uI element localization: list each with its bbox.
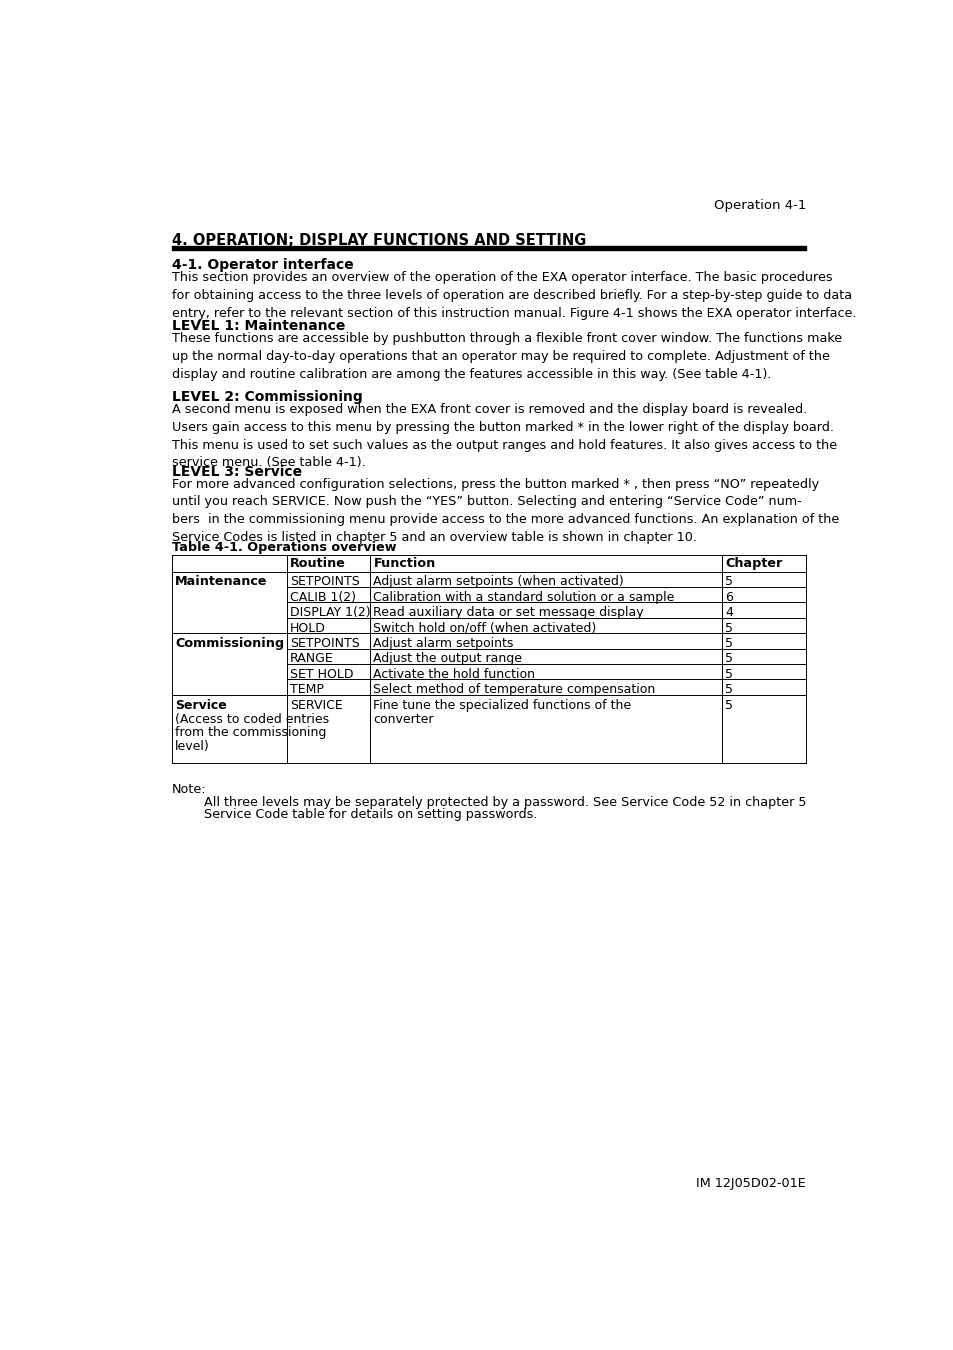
- Text: Chapter: Chapter: [724, 556, 781, 570]
- Text: 5: 5: [724, 652, 733, 666]
- Text: Fine tune the specialized functions of the: Fine tune the specialized functions of t…: [373, 699, 631, 711]
- Text: 5: 5: [724, 575, 733, 589]
- Text: (Access to coded entries: (Access to coded entries: [174, 713, 329, 725]
- Text: Commissioning: Commissioning: [174, 637, 284, 651]
- Text: 5: 5: [724, 637, 733, 651]
- Text: These functions are accessible by pushbutton through a flexible front cover wind: These functions are accessible by pushbu…: [172, 332, 841, 381]
- Text: 6: 6: [724, 591, 733, 603]
- Text: SETPOINTS: SETPOINTS: [290, 637, 359, 651]
- Text: RANGE: RANGE: [290, 652, 334, 666]
- Text: SET HOLD: SET HOLD: [290, 668, 353, 680]
- Text: HOLD: HOLD: [290, 622, 325, 634]
- Text: Read auxiliary data or set message display: Read auxiliary data or set message displ…: [373, 606, 643, 620]
- Text: DISPLAY 1(2): DISPLAY 1(2): [290, 606, 370, 620]
- Text: A second menu is exposed when the EXA front cover is removed and the display boa: A second menu is exposed when the EXA fr…: [172, 404, 836, 470]
- Text: Adjust the output range: Adjust the output range: [373, 652, 522, 666]
- Text: Adjust alarm setpoints: Adjust alarm setpoints: [373, 637, 514, 651]
- Text: 5: 5: [724, 622, 733, 634]
- Text: SETPOINTS: SETPOINTS: [290, 575, 359, 589]
- Text: This section provides an overview of the operation of the EXA operator interface: This section provides an overview of the…: [172, 271, 856, 320]
- Text: Calibration with a standard solution or a sample: Calibration with a standard solution or …: [373, 591, 674, 603]
- Text: Routine: Routine: [290, 556, 345, 570]
- Text: Operation 4-1: Operation 4-1: [713, 198, 805, 212]
- Text: SERVICE: SERVICE: [290, 699, 342, 711]
- Text: Service: Service: [174, 699, 227, 711]
- Text: 5: 5: [724, 668, 733, 680]
- Text: All three levels may be separately protected by a password. See Service Code 52 : All three levels may be separately prote…: [204, 795, 806, 809]
- Text: 4: 4: [724, 606, 733, 620]
- Text: LEVEL 2: Commissioning: LEVEL 2: Commissioning: [172, 390, 362, 404]
- Text: 4. OPERATION; DISPLAY FUNCTIONS AND SETTING: 4. OPERATION; DISPLAY FUNCTIONS AND SETT…: [172, 232, 586, 248]
- Text: Table 4-1. Operations overview: Table 4-1. Operations overview: [172, 541, 396, 554]
- Text: 5: 5: [724, 683, 733, 697]
- Text: CALIB 1(2): CALIB 1(2): [290, 591, 355, 603]
- Text: Activate the hold function: Activate the hold function: [373, 668, 535, 680]
- Text: LEVEL 1: Maintenance: LEVEL 1: Maintenance: [172, 319, 345, 333]
- Text: TEMP: TEMP: [290, 683, 323, 697]
- Text: IM 12J05D02-01E: IM 12J05D02-01E: [696, 1177, 805, 1189]
- Bar: [172, 246, 805, 250]
- Text: Function: Function: [373, 556, 436, 570]
- Text: LEVEL 3: Service: LEVEL 3: Service: [172, 464, 302, 479]
- Text: Select method of temperature compensation: Select method of temperature compensatio…: [373, 683, 655, 697]
- Text: Service Code table for details on setting passwords.: Service Code table for details on settin…: [204, 809, 537, 821]
- Text: For more advanced configuration selections, press the button marked * , then pre: For more advanced configuration selectio…: [172, 478, 839, 544]
- Text: level): level): [174, 740, 210, 753]
- Text: Note:: Note:: [172, 783, 207, 795]
- Text: converter: converter: [373, 713, 434, 725]
- Text: 5: 5: [724, 699, 733, 711]
- Text: Maintenance: Maintenance: [174, 575, 267, 589]
- Text: Switch hold on/off (when activated): Switch hold on/off (when activated): [373, 622, 596, 634]
- Text: 4-1. Operator interface: 4-1. Operator interface: [172, 258, 354, 273]
- Text: Adjust alarm setpoints (when activated): Adjust alarm setpoints (when activated): [373, 575, 623, 589]
- Text: from the commissioning: from the commissioning: [174, 726, 326, 740]
